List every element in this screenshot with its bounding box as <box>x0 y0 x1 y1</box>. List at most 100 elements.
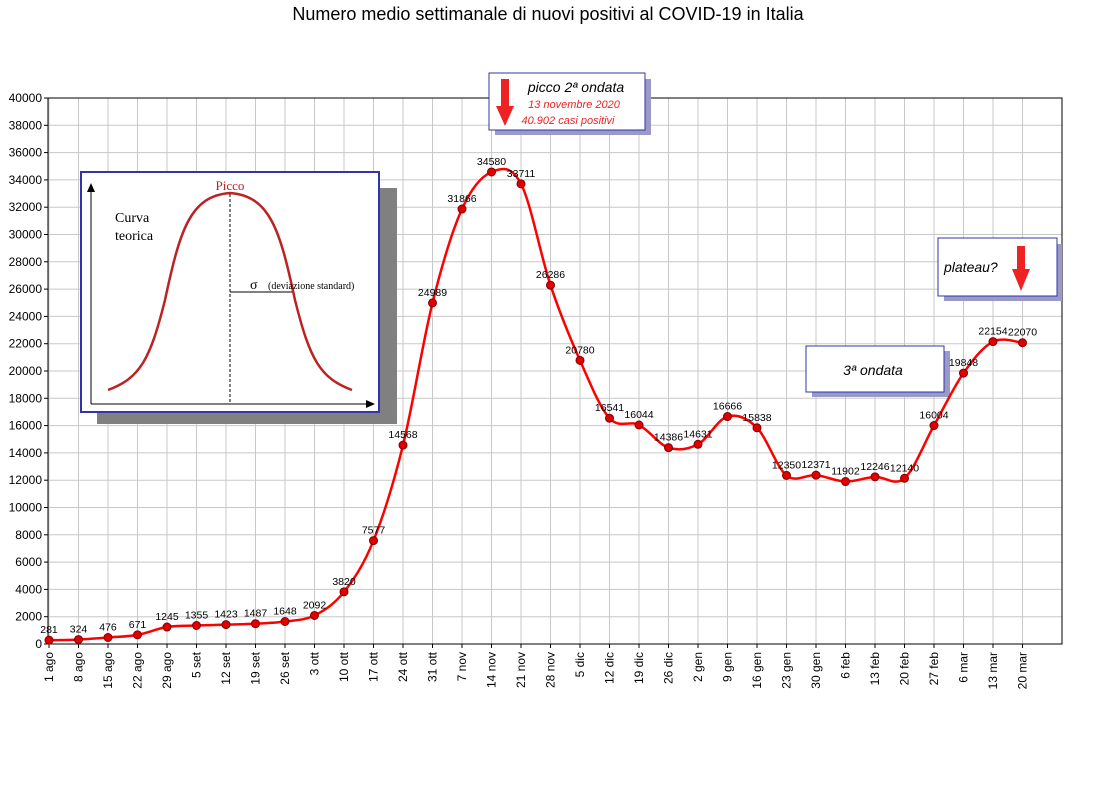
data-point <box>841 477 850 487</box>
x-tick-label: 26 set <box>278 651 292 684</box>
third-wave-label: 3ª ondata <box>843 362 903 378</box>
y-tick-label: 34000 <box>9 173 43 187</box>
data-label: 14568 <box>388 429 417 441</box>
y-tick-label: 24000 <box>9 309 43 323</box>
inset-bell-curve <box>107 191 353 392</box>
x-tick-label: 13 feb <box>868 652 882 686</box>
x-tick-label: 30 gen <box>809 652 823 689</box>
x-tick-label: 19 dic <box>632 652 646 684</box>
inset-y-arrow <box>87 183 95 192</box>
plateau-label: plateau? <box>943 259 998 275</box>
third-wave-box <box>805 345 945 393</box>
data-point <box>398 440 408 450</box>
data-label: 1487 <box>244 608 268 620</box>
x-tick-label: 20 feb <box>898 652 912 686</box>
data-label: 12246 <box>860 461 889 473</box>
data-point <box>192 621 201 631</box>
x-tick-label: 31 ott <box>426 651 440 682</box>
y-tick-label: 26000 <box>9 282 43 296</box>
data-label: 12350 <box>772 459 801 471</box>
y-tick-label: 20000 <box>9 364 43 378</box>
y-tick-label: 40000 <box>9 91 43 105</box>
data-point <box>103 633 113 643</box>
plateau-box <box>937 237 1058 297</box>
data-point <box>516 179 526 189</box>
x-tick-label: 6 feb <box>839 652 853 679</box>
peak-date: 13 novembre 2020 <box>528 99 621 111</box>
x-tick-label: 16 gen <box>750 652 764 689</box>
y-tick-label: 4000 <box>15 582 42 596</box>
data-point <box>280 617 290 627</box>
x-tick-label: 7 nov <box>455 652 469 681</box>
data-point <box>546 280 555 290</box>
data-label: 1648 <box>273 606 297 618</box>
data-point <box>664 443 673 453</box>
y-tick-label: 16000 <box>9 419 43 433</box>
data-point <box>811 470 821 480</box>
data-label: 14631 <box>683 428 712 440</box>
x-tick-label: 2 gen <box>691 652 705 682</box>
y-tick-label: 30000 <box>9 228 43 242</box>
y-tick-label: 38000 <box>9 118 43 132</box>
data-point <box>782 470 791 480</box>
inset-peak-label: Picco <box>216 178 245 193</box>
data-label: 33711 <box>507 168 536 180</box>
x-tick-label: 8 ago <box>72 652 86 682</box>
data-label: 16004 <box>919 410 948 422</box>
data-point <box>369 536 378 546</box>
x-tick-label: 13 mar <box>986 652 1000 689</box>
data-point <box>74 635 83 645</box>
x-tick-label: 6 mar <box>957 652 971 683</box>
data-point <box>339 587 349 597</box>
y-tick-label: 0 <box>35 637 42 651</box>
series-line <box>44 167 1027 645</box>
x-tick-label: 5 set <box>190 651 204 678</box>
y-tick-label: 28000 <box>9 255 43 269</box>
chart-title: Numero medio settimanale di nuovi positi… <box>292 4 804 24</box>
inset-sigma-symbol: σ <box>250 278 258 293</box>
third-wave-annotation: 3ª ondata <box>805 345 950 397</box>
y-tick-label: 6000 <box>15 555 42 569</box>
peak-title: picco 2ª ondata <box>527 79 624 95</box>
data-point <box>162 622 172 632</box>
data-point <box>959 368 968 378</box>
data-label: 22154 <box>978 326 1007 338</box>
x-tick-label: 12 dic <box>603 652 617 684</box>
series-path <box>48 167 1023 642</box>
x-tick-label: 12 set <box>219 651 233 684</box>
data-label: 281 <box>40 624 58 636</box>
data-point <box>133 630 142 640</box>
y-axis: 0 2000 4000 6000 8000 10000 12000 14000 16000 180… <box>9 91 48 651</box>
data-label: 12140 <box>890 462 919 474</box>
peak-arrow-shaft <box>501 79 509 107</box>
data-label: 1245 <box>155 611 179 623</box>
data-label: 671 <box>129 619 147 631</box>
data-point <box>605 413 614 423</box>
data-point <box>44 635 54 645</box>
x-axis: 1 ago 8 ago 15 ago 22 ago 29 ago 5 set 12 set 1… <box>42 644 1030 689</box>
plateau-arrow-shaft <box>1017 246 1025 270</box>
data-point <box>251 619 260 629</box>
x-tick-label: 10 ott <box>337 651 351 682</box>
data-label: 7577 <box>362 525 386 537</box>
x-tick-label: 28 nov <box>544 652 558 688</box>
y-tick-label: 36000 <box>9 146 43 160</box>
data-point <box>457 204 467 214</box>
data-point <box>310 610 319 620</box>
data-label: 26286 <box>536 269 565 281</box>
x-tick-label: 1 ago <box>42 652 56 682</box>
inset-theoretical-curve: Picco Curva teorica σ (deviazione standa… <box>80 171 397 424</box>
x-tick-label: 23 gen <box>780 652 794 689</box>
data-label: 476 <box>99 622 117 634</box>
y-tick-label: 14000 <box>9 446 43 460</box>
x-tick-label: 22 ago <box>131 652 145 689</box>
inset-sigma-desc: (deviazione standard) <box>268 281 354 292</box>
x-tick-label: 14 nov <box>485 652 499 688</box>
inset-curve-label-2: teorica <box>115 229 154 244</box>
data-label: 20780 <box>565 344 594 356</box>
x-tick-label: 24 ott <box>396 651 410 682</box>
y-tick-label: 32000 <box>9 200 43 214</box>
x-tick-label: 20 mar <box>1016 652 1030 689</box>
x-tick-label: 3 ott <box>308 651 322 675</box>
